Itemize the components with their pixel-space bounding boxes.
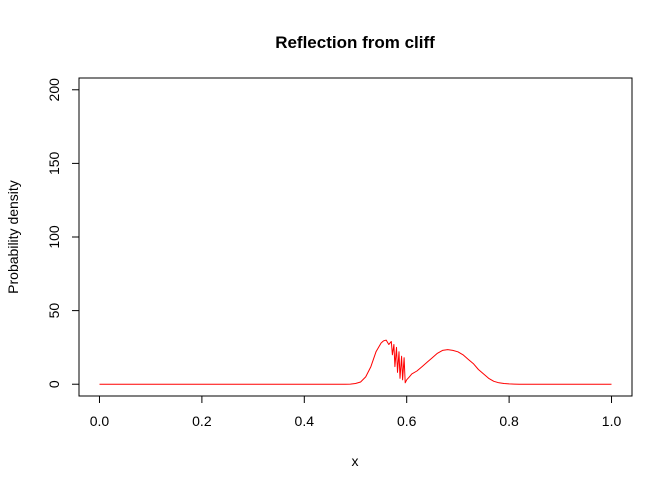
y-axis: 0 50 100 150 200 (46, 78, 80, 388)
y-tick-label: 0 (46, 380, 62, 388)
y-tick-label: 50 (46, 303, 62, 319)
y-axis-label: Probability density (5, 180, 21, 294)
x-tick-label: 0.2 (192, 413, 212, 429)
chart-title: Reflection from cliff (275, 33, 435, 52)
y-tick-group: 0 50 100 150 200 (46, 78, 79, 388)
y-tick-label: 200 (46, 78, 62, 102)
plot-frame (78, 77, 633, 397)
x-tick-label: 0.8 (499, 413, 519, 429)
x-axis: 0.0 0.2 0.4 0.6 0.8 1.0 (90, 395, 622, 429)
x-tick-label: 0.6 (397, 413, 417, 429)
y-tick-label: 100 (46, 225, 62, 249)
x-tick-label: 1.0 (602, 413, 622, 429)
x-tick-label: 0.4 (295, 413, 315, 429)
x-axis-label: x (352, 453, 359, 469)
series-line (99, 339, 612, 385)
x-tick-label: 0.0 (90, 413, 110, 429)
series-layer (99, 339, 612, 385)
y-tick-label: 150 (46, 151, 62, 175)
x-tick-group: 0.0 0.2 0.4 0.6 0.8 1.0 (90, 396, 622, 429)
